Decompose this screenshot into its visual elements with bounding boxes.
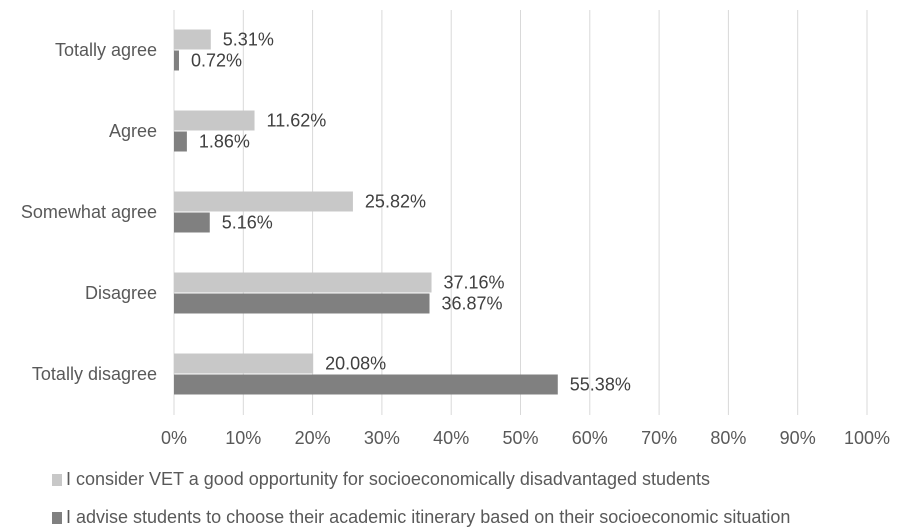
category-label: Disagree: [85, 283, 157, 303]
x-axis-tick-labels: 0% 10% 20% 30% 40% 50% 60% 70% 80% 90% 100%: [161, 428, 890, 448]
bar-series-2: [174, 374, 558, 395]
x-tick-label: 50%: [502, 428, 538, 448]
category-label: Totally agree: [55, 40, 157, 60]
data-label-series-2: 55.38%: [570, 375, 631, 395]
legend-label-series-1: I consider VET a good opportunity for so…: [66, 469, 711, 489]
x-tick-label: 30%: [364, 428, 400, 448]
data-label-series-2: 0.72%: [191, 51, 242, 71]
data-label-series-2: 36.87%: [442, 294, 503, 314]
bar-series-1: [174, 353, 314, 374]
data-label-series-1: 5.31%: [223, 30, 274, 50]
data-label-series-2: 5.16%: [222, 213, 273, 233]
data-labels: 5.31%0.72% 11.62% 1.86% 25.82% 5.16% 37.16%36…: [191, 30, 631, 395]
x-tick-label: 0%: [161, 428, 187, 448]
data-label-series-1: 25.82%: [365, 192, 426, 212]
category-label: Somewhat agree: [21, 202, 157, 222]
category-labels: Totally agree Agree Somewhat agree Disagree…: [21, 40, 157, 384]
x-tick-label: 70%: [641, 428, 677, 448]
bar-series-2: [174, 131, 187, 152]
x-tick-label: 90%: [780, 428, 816, 448]
x-tick-label: 100%: [844, 428, 890, 448]
bar-series-2: [174, 212, 210, 233]
legend-swatch-series-2: [52, 512, 62, 524]
data-label-series-1: 11.62%: [267, 111, 327, 131]
bar-series-1: [174, 191, 353, 212]
category-label: Totally disagree: [32, 364, 157, 384]
x-tick-label: 60%: [572, 428, 608, 448]
legend-item-series-2: I advise students to choose their academ…: [52, 507, 790, 528]
bar-series-1: [174, 110, 255, 131]
bar-series-1: [174, 29, 211, 50]
bar-series-1: [174, 272, 432, 293]
x-tick-label: 80%: [710, 428, 746, 448]
gridlines: [173, 10, 868, 415]
bar-series-2: [174, 293, 430, 314]
legend-label-series-2: I advise students to choose their academ…: [66, 507, 791, 527]
x-tick-label: 20%: [295, 428, 331, 448]
legend-item-series-1: I consider VET a good opportunity for so…: [52, 469, 710, 490]
data-label-series-2: 1.86%: [199, 132, 250, 152]
data-label-series-1: 37.16%: [444, 273, 505, 293]
x-tick-label: 40%: [433, 428, 469, 448]
x-tick-label: 10%: [225, 428, 261, 448]
data-label-series-1: 20.08%: [325, 354, 386, 374]
bars: [174, 29, 558, 395]
legend-swatch-series-1: [52, 474, 62, 486]
category-label: Agree: [109, 121, 157, 141]
bar-series-2: [174, 50, 179, 71]
